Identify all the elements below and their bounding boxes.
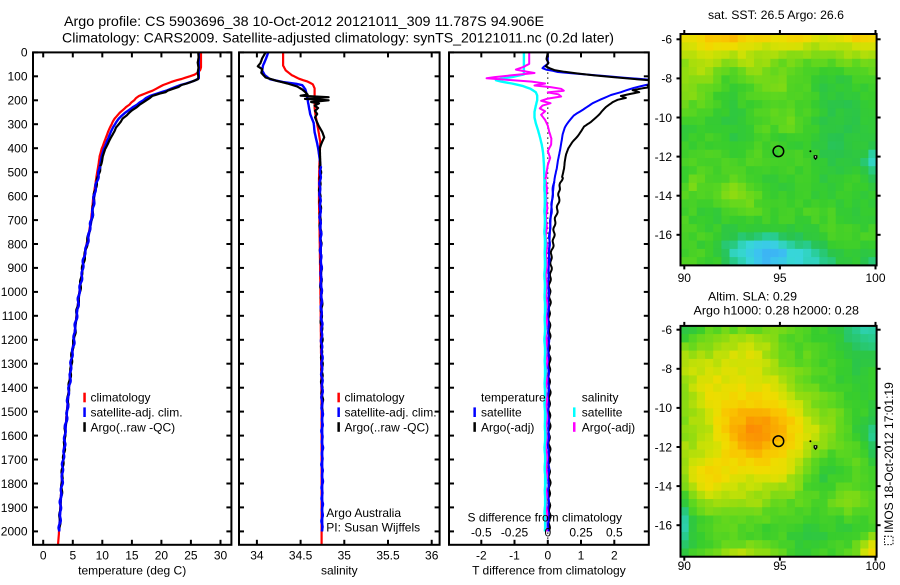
svg-text:-0.25: -0.25 [501,526,529,540]
svg-text:0: 0 [544,526,551,540]
svg-text:1700: 1700 [1,453,28,467]
svg-text:0.5: 0.5 [606,526,623,540]
svg-text:0: 0 [21,46,28,60]
svg-text:Argo(-adj): Argo(-adj) [481,421,534,435]
svg-text:1800: 1800 [1,477,28,491]
svg-text:1: 1 [578,549,585,563]
svg-text:satellite: satellite [582,406,623,420]
svg-text:800: 800 [7,237,27,251]
svg-text:0: 0 [40,549,47,563]
svg-text:Altim. SLA: 0.29: Altim. SLA: 0.29 [708,290,797,304]
svg-text:300: 300 [7,118,27,132]
svg-text:Argo Australia: Argo Australia [326,506,401,520]
svg-text:35.5: 35.5 [376,549,400,563]
svg-text:salinity: salinity [321,564,358,578]
svg-text:PI: Susan Wijffels: PI: Susan Wijffels [326,520,420,534]
svg-text:climatology: climatology [91,391,151,405]
svg-text:Climatology: CARS2009. Satelli: Climatology: CARS2009. Satellite-adjuste… [62,30,614,46]
svg-text:600: 600 [7,189,27,203]
svg-text:1000: 1000 [1,285,28,299]
svg-text:Argo(-adj): Argo(-adj) [582,421,635,435]
svg-text:-10: -10 [655,401,673,415]
svg-text:500: 500 [7,166,27,180]
svg-text:1100: 1100 [2,309,28,323]
svg-text:10: 10 [96,549,110,563]
svg-text:1400: 1400 [1,381,28,395]
svg-text:T difference from climatology: T difference from climatology [472,564,626,578]
svg-text:200: 200 [7,94,27,108]
svg-text:36: 36 [425,549,439,563]
svg-text:15: 15 [125,549,139,563]
svg-text:-12: -12 [655,440,673,454]
svg-text:Argo profile: CS 5903696_38 10: Argo profile: CS 5903696_38 10-Oct-2012 … [64,13,544,29]
svg-text:2000: 2000 [1,525,28,539]
svg-text:0: 0 [544,549,551,563]
svg-text:95: 95 [773,559,787,573]
svg-text:1900: 1900 [1,501,28,515]
svg-text:-12: -12 [655,150,673,164]
svg-text:Argo h1000: 0.28 h2000: 0.28: Argo h1000: 0.28 h2000: 0.28 [694,304,860,318]
svg-text:IMOS 18-Oct-2012 17:01:19: IMOS 18-Oct-2012 17:01:19 [882,382,896,533]
svg-text:temperature (deg C): temperature (deg C) [78,564,186,578]
svg-text:90: 90 [678,559,692,573]
svg-text:sat. SST: 26.5 Argo: 26.6: sat. SST: 26.5 Argo: 26.6 [708,8,844,22]
svg-text:1600: 1600 [1,429,28,443]
svg-text:20: 20 [155,549,169,563]
svg-text:climatology: climatology [345,391,405,405]
svg-text:1300: 1300 [1,357,28,371]
svg-text:35: 35 [338,549,352,563]
svg-text:5: 5 [69,549,76,563]
svg-text:34.5: 34.5 [289,549,313,563]
svg-text:S difference from climatology: S difference from climatology [468,511,623,525]
svg-text:salinity: salinity [582,391,619,405]
svg-text:satellite-adj. clim.: satellite-adj. clim. [91,406,183,420]
svg-text:1500: 1500 [1,405,28,419]
svg-text:100: 100 [865,559,885,573]
svg-text:satellite-adj. clim.: satellite-adj. clim. [345,406,437,420]
svg-text:2: 2 [611,549,618,563]
svg-text:-6: -6 [661,33,672,47]
svg-text:-0.5: -0.5 [471,526,492,540]
svg-text:900: 900 [7,261,27,275]
svg-text:0.25: 0.25 [569,526,593,540]
svg-text:-16: -16 [655,228,673,242]
svg-text:-8: -8 [661,362,672,376]
svg-text:satellite: satellite [481,406,522,420]
svg-text:-16: -16 [655,519,673,533]
svg-text:400: 400 [7,142,27,156]
svg-text:95: 95 [773,271,787,285]
svg-text:30: 30 [214,549,228,563]
svg-text:temperature: temperature [481,391,546,405]
svg-text:-14: -14 [655,189,673,203]
svg-text:-2: -2 [476,549,487,563]
svg-text:Argo(..raw -QC): Argo(..raw -QC) [345,421,430,435]
svg-text:1200: 1200 [1,333,28,347]
svg-text:100: 100 [865,271,885,285]
svg-text:100: 100 [7,70,27,84]
svg-text:-8: -8 [661,72,672,86]
svg-text:25: 25 [184,549,198,563]
svg-text:-1: -1 [509,549,520,563]
svg-text:-10: -10 [655,111,673,125]
svg-text:700: 700 [7,213,27,227]
svg-text:90: 90 [678,271,692,285]
svg-text:-6: -6 [661,323,672,337]
svg-text:Argo(..raw -QC): Argo(..raw -QC) [91,421,176,435]
svg-text:34: 34 [250,549,264,563]
svg-text:-14: -14 [655,479,673,493]
